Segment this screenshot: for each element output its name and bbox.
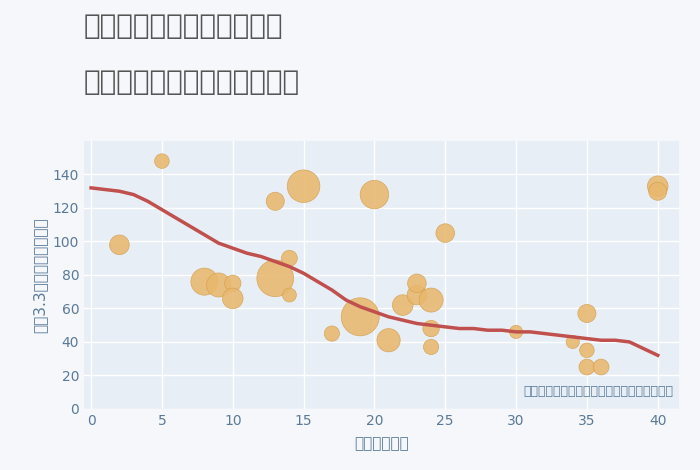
Point <box>298 182 309 190</box>
Point <box>213 281 224 289</box>
X-axis label: 築年数（年）: 築年数（年） <box>354 436 409 451</box>
Point <box>284 291 295 299</box>
Text: 円の大きさは、取引のあった物件面積を示す: 円の大きさは、取引のあった物件面積を示す <box>523 385 673 398</box>
Point <box>397 301 408 309</box>
Point <box>510 328 522 336</box>
Point <box>270 274 281 282</box>
Point <box>426 296 437 304</box>
Point <box>581 346 592 354</box>
Point <box>114 241 125 249</box>
Point <box>596 363 607 371</box>
Point <box>567 338 578 346</box>
Point <box>156 157 167 165</box>
Point <box>369 191 380 198</box>
Text: 奈良県奈良市角振新屋町の: 奈良県奈良市角振新屋町の <box>84 12 284 40</box>
Point <box>383 337 394 344</box>
Point <box>412 291 423 299</box>
Y-axis label: 坪（3.3㎡）単価（万円）: 坪（3.3㎡）単価（万円） <box>32 217 47 333</box>
Point <box>355 313 366 321</box>
Point <box>426 325 437 332</box>
Point <box>270 197 281 205</box>
Point <box>652 182 664 190</box>
Point <box>426 343 437 351</box>
Point <box>581 363 592 371</box>
Point <box>284 254 295 262</box>
Point <box>652 188 664 195</box>
Point <box>199 278 210 285</box>
Point <box>412 280 423 287</box>
Point <box>227 280 238 287</box>
Text: 築年数別中古マンション価格: 築年数別中古マンション価格 <box>84 68 300 96</box>
Point <box>326 330 337 337</box>
Point <box>581 310 592 317</box>
Point <box>227 295 238 302</box>
Point <box>440 229 451 237</box>
